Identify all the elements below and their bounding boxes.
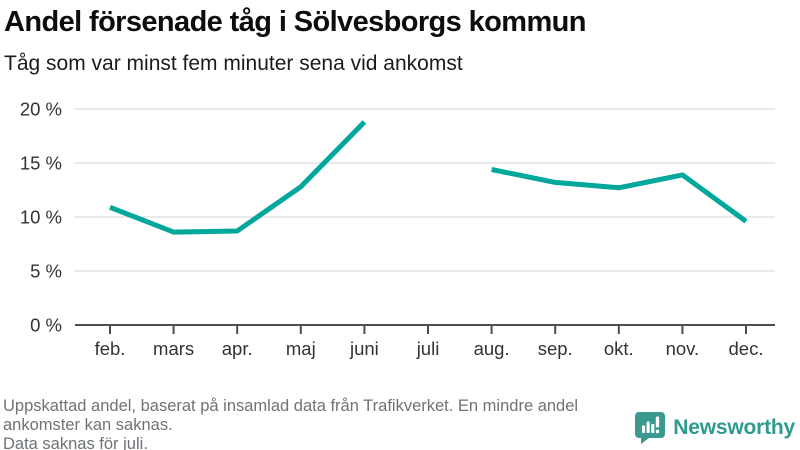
logo-text: Newsworthy	[673, 415, 795, 439]
x-tick-label: mars	[153, 338, 194, 359]
logo-exclamation-bar	[656, 416, 660, 428]
line-chart: 0 % 5 % 10 % 15 % 20 % feb. mars apr. maj juni jul…	[20, 99, 775, 359]
y-tick-label: 0 %	[30, 315, 62, 336]
y-tick-label: 20 %	[20, 99, 62, 120]
x-tick-label: apr.	[222, 338, 253, 359]
x-tick-label: aug.	[474, 338, 510, 359]
missing-data-note: Data saknas för juli.	[3, 435, 148, 450]
source-note: Uppskattad andel, baserat på insamlad da…	[3, 397, 578, 450]
x-tick-label: dec.	[729, 338, 764, 359]
y-tick-label: 15 %	[20, 153, 62, 174]
source-note-line: ankomster kan saknas.	[3, 416, 173, 434]
page-title: Andel försenade tåg i Sölvesborgs kommun	[4, 6, 587, 38]
logo-bar	[642, 425, 646, 433]
logo-exclamation-dot	[656, 429, 660, 434]
y-tick-label: 10 %	[20, 207, 62, 228]
logo-bubble	[635, 412, 666, 444]
y-tick-label: 5 %	[30, 261, 62, 282]
source-note-line: Uppskattad andel, baserat på insamlad da…	[3, 397, 579, 415]
chart-subtitle: Tåg som var minst fem minuter sena vid a…	[4, 52, 463, 75]
logo-bar	[651, 424, 655, 433]
x-tick-label: feb.	[95, 338, 126, 359]
data-line-segment	[491, 167, 748, 224]
x-tick-label: maj	[286, 338, 316, 359]
newsworthy-logo[interactable]: Newsworthy	[635, 411, 795, 444]
x-tick-label: sep.	[538, 338, 573, 359]
x-tick-label: juli	[416, 338, 440, 359]
x-tick-label: nov.	[666, 338, 700, 359]
data-line-segment	[109, 120, 367, 235]
x-tick-label: okt.	[604, 338, 634, 359]
logo-bar	[646, 421, 650, 433]
x-tick-label: juni	[349, 338, 379, 359]
newsworthy-logo-icon	[635, 412, 666, 444]
